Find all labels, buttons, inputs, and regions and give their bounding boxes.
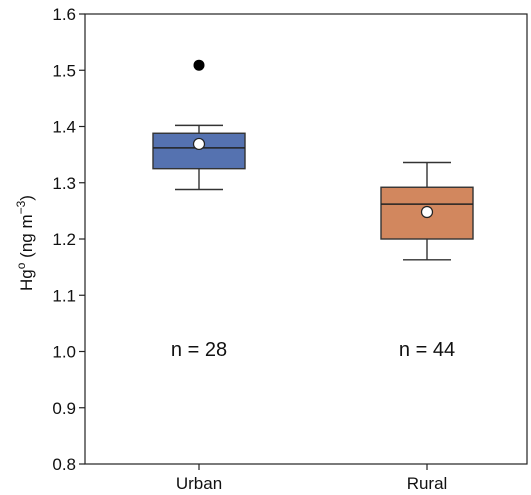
box-group-rural: n = 44 <box>380 161 474 361</box>
y-axis-label: Hgo (ng m−3) <box>14 195 36 291</box>
mean-marker <box>192 137 206 151</box>
y-tick-label: 1.5 <box>52 61 76 80</box>
outlier-point <box>193 59 205 71</box>
y-tick-label: 1.6 <box>52 5 76 24</box>
y-tick-label: 1.3 <box>52 174 76 193</box>
sample-size-label: n = 28 <box>171 339 227 361</box>
x-tick-label: Urban <box>176 474 222 493</box>
y-axis-label-close: ) <box>17 195 36 201</box>
y-tick-label: 1.0 <box>52 343 76 362</box>
boxes: n = 28 n = 44 <box>152 59 474 361</box>
y-tick-label: 1.4 <box>52 118 76 137</box>
mean-marker <box>420 205 434 219</box>
y-tick-label: 0.8 <box>52 455 76 474</box>
y-axis-label-base: Hg <box>17 269 36 291</box>
y-axis-label-exp: −3 <box>14 200 28 214</box>
y-tick-label: 1.1 <box>52 286 76 305</box>
y-tick-label: 1.2 <box>52 230 76 249</box>
y-tick-label: 0.9 <box>52 399 76 418</box>
y-axis-label-unit: (ng m <box>17 214 36 262</box>
axes: 0.8 0.9 1.0 1.1 1.2 1.3 1.4 1.5 1.6 Urban Rural <box>52 5 528 493</box>
y-axis-label-sup: o <box>14 262 28 269</box>
sample-size-label: n = 44 <box>399 339 455 361</box>
x-tick-label: Rural <box>407 474 448 493</box>
box-group-urban: n = 28 <box>152 59 246 361</box>
